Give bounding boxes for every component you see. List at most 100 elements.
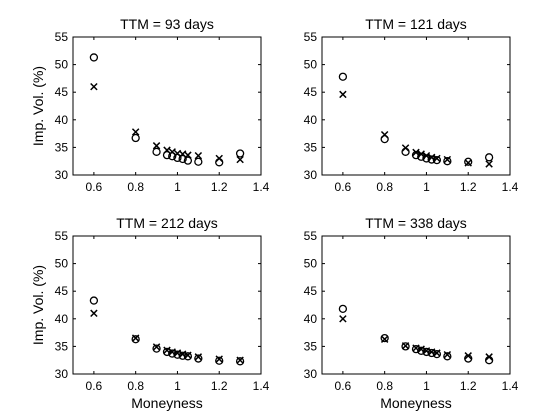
y-tick-label: 45 bbox=[304, 284, 318, 298]
data-point-cross bbox=[131, 334, 140, 342]
data-point-circle bbox=[411, 345, 421, 354]
x-tick-label: 1.2 bbox=[211, 379, 228, 393]
data-point-circle bbox=[338, 72, 348, 81]
y-tick-label: 50 bbox=[304, 257, 318, 271]
data-point-cross bbox=[485, 160, 493, 168]
x-tick-label: 1.2 bbox=[460, 180, 477, 194]
x-tick-label: 1.4 bbox=[253, 379, 270, 393]
x-tick-label: 1 bbox=[423, 379, 430, 393]
y-tick-label: 45 bbox=[304, 85, 318, 99]
x-tick-label: 1.4 bbox=[502, 379, 519, 393]
x-tick-label: 0.8 bbox=[127, 180, 144, 194]
data-point-cross bbox=[485, 353, 493, 361]
data-point-cross bbox=[443, 350, 452, 359]
y-tick-label: 35 bbox=[304, 339, 318, 353]
data-point-circle bbox=[131, 133, 140, 143]
x-tick-label: 0.6 bbox=[86, 180, 103, 194]
data-point-circle bbox=[168, 349, 177, 358]
data-point-cross bbox=[412, 148, 420, 157]
data-point-cross bbox=[417, 345, 425, 353]
x-axis-label: Moneyness bbox=[380, 395, 452, 411]
data-point-circle bbox=[401, 342, 410, 351]
x-tick-label: 1 bbox=[423, 180, 430, 194]
y-axis-label: Imp. Vol. (%) bbox=[30, 66, 46, 146]
y-tick-label: 40 bbox=[55, 113, 69, 127]
data-point-cross bbox=[417, 150, 425, 158]
data-point-cross bbox=[215, 154, 223, 163]
data-point-cross bbox=[184, 151, 192, 159]
data-point-cross bbox=[194, 151, 203, 160]
data-point-cross bbox=[339, 315, 347, 323]
data-point-cross bbox=[194, 353, 203, 361]
x-tick-label: 0.6 bbox=[86, 379, 103, 393]
y-tick-label: 55 bbox=[304, 30, 318, 44]
data-point-circle bbox=[443, 352, 452, 361]
y-tick-label: 45 bbox=[55, 85, 69, 99]
data-point-circle bbox=[235, 357, 245, 366]
x-tick-label: 1.4 bbox=[502, 180, 519, 194]
data-point-cross bbox=[380, 335, 389, 343]
data-point-circle bbox=[464, 157, 473, 166]
panel-title: TTM = 212 days bbox=[116, 215, 218, 231]
x-tick-label: 1.2 bbox=[211, 180, 228, 194]
data-point-circle bbox=[235, 149, 245, 158]
data-point-cross bbox=[443, 155, 452, 164]
x-axis-label: Moneyness bbox=[131, 395, 203, 411]
data-point-cross bbox=[152, 142, 161, 150]
data-point-cross bbox=[401, 144, 410, 152]
y-tick-label: 30 bbox=[55, 367, 69, 381]
plot-frame bbox=[72, 36, 262, 176]
data-point-cross bbox=[215, 355, 223, 363]
data-point-cross bbox=[90, 309, 98, 318]
x-tick-label: 0.8 bbox=[376, 379, 393, 393]
x-tick-label: 0.6 bbox=[335, 379, 352, 393]
x-tick-label: 1.2 bbox=[460, 379, 477, 393]
y-tick-label: 50 bbox=[304, 58, 318, 72]
data-point-circle bbox=[89, 53, 99, 62]
data-point-circle bbox=[162, 347, 172, 357]
y-tick-label: 40 bbox=[304, 312, 318, 326]
x-tick-label: 0.6 bbox=[335, 180, 352, 194]
scatter-panel-1: 0.6 0.8 1 1.2 1.4 30 35 40 45 50 55 TTM = 93 days Im… bbox=[30, 16, 270, 194]
scatter-panel-2: 0.6 0.8 1 1.2 1.4 30 35 40 45 50 55 TTM = 121 days bbox=[304, 16, 519, 194]
data-point-circle bbox=[484, 153, 494, 162]
data-point-circle bbox=[194, 157, 203, 166]
data-point-cross bbox=[236, 356, 244, 364]
y-axis-label: Imp. Vol. (%) bbox=[30, 265, 46, 345]
data-point-cross bbox=[401, 342, 410, 350]
y-tick-label: 45 bbox=[55, 284, 69, 298]
data-point-cross bbox=[168, 148, 176, 156]
x-tick-label: 1 bbox=[174, 379, 181, 393]
data-point-circle bbox=[215, 356, 224, 365]
data-point-cross bbox=[131, 128, 140, 136]
y-tick-label: 55 bbox=[55, 229, 69, 243]
data-point-circle bbox=[338, 304, 348, 314]
data-point-cross bbox=[422, 151, 431, 160]
data-point-cross bbox=[339, 90, 347, 99]
data-point-cross bbox=[464, 352, 472, 360]
data-point-cross bbox=[163, 346, 171, 354]
y-tick-label: 35 bbox=[55, 339, 69, 353]
y-tick-label: 30 bbox=[55, 168, 69, 182]
data-point-circle bbox=[152, 147, 161, 156]
y-tick-label: 50 bbox=[55, 257, 69, 271]
x-tick-label: 1.4 bbox=[253, 180, 270, 194]
data-point-circle bbox=[380, 333, 389, 343]
y-tick-label: 50 bbox=[55, 58, 69, 72]
data-point-circle bbox=[131, 335, 140, 344]
y-tick-label: 40 bbox=[55, 312, 69, 326]
data-point-circle bbox=[443, 157, 452, 166]
scatter-panel-4: 0.6 0.8 1 1.2 1.4 30 35 40 45 50 55 TTM = 338 days M… bbox=[304, 215, 519, 411]
panel-title: TTM = 93 days bbox=[120, 16, 214, 32]
data-point-cross bbox=[380, 130, 389, 139]
data-point-cross bbox=[90, 82, 98, 91]
data-point-circle bbox=[162, 150, 172, 160]
panel-title: TTM = 121 days bbox=[365, 16, 467, 32]
scatter-panel-3: 0.6 0.8 1 1.2 1.4 30 35 40 45 50 55 TTM = 212 days M… bbox=[30, 215, 270, 411]
y-tick-label: 55 bbox=[304, 229, 318, 243]
data-point-cross bbox=[163, 146, 171, 154]
data-point-circle bbox=[194, 354, 203, 363]
x-tick-label: 0.8 bbox=[127, 379, 144, 393]
data-point-cross bbox=[433, 349, 441, 357]
y-tick-label: 30 bbox=[304, 367, 318, 381]
